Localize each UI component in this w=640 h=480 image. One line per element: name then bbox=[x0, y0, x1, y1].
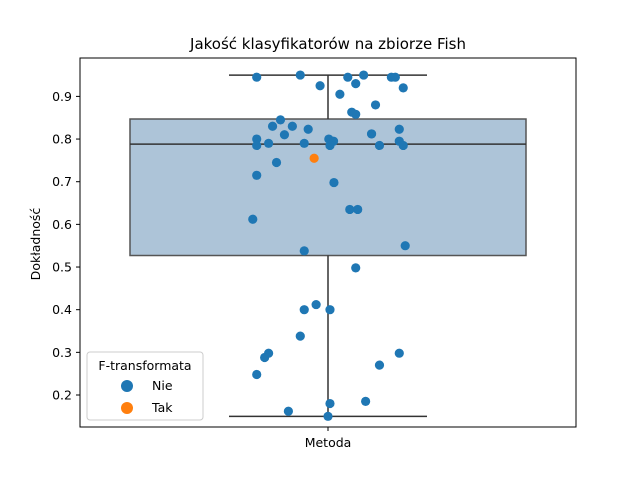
legend: F-transformata Nie Tak bbox=[86, 351, 204, 421]
data-points bbox=[248, 70, 410, 421]
data-point-tak bbox=[309, 153, 319, 163]
legend-marker-tak bbox=[121, 402, 133, 414]
x-axis: Metoda bbox=[305, 427, 352, 450]
data-point-nie bbox=[370, 100, 381, 110]
data-point-nie bbox=[295, 70, 305, 80]
data-point-nie bbox=[299, 246, 309, 256]
data-point-nie bbox=[323, 411, 333, 421]
data-point-nie bbox=[351, 78, 361, 89]
data-point-nie bbox=[325, 398, 335, 409]
y-tick-label: 0.5 bbox=[52, 260, 72, 275]
y-tick-label: 0.9 bbox=[52, 89, 72, 104]
legend-marker-nie bbox=[121, 380, 133, 392]
data-point-nie bbox=[398, 83, 408, 93]
data-point-nie bbox=[271, 157, 282, 168]
data-point-nie bbox=[279, 130, 290, 140]
data-point-nie bbox=[398, 140, 408, 151]
data-point-nie bbox=[264, 138, 274, 148]
data-point-nie bbox=[361, 396, 371, 407]
data-point-nie bbox=[400, 241, 410, 251]
y-tick-label: 0.7 bbox=[52, 174, 72, 189]
data-point-nie bbox=[252, 369, 262, 380]
data-point-nie bbox=[248, 214, 258, 224]
legend-frame bbox=[86, 351, 204, 421]
y-tick-label: 0.2 bbox=[52, 388, 72, 403]
y-tick-label: 0.4 bbox=[52, 302, 72, 317]
data-point-nie bbox=[343, 72, 353, 82]
legend-label-tak: Tak bbox=[151, 400, 173, 415]
data-point-nie bbox=[353, 204, 363, 215]
data-point-nie bbox=[347, 107, 357, 117]
data-point-nie bbox=[260, 352, 270, 363]
data-point-nie bbox=[295, 331, 305, 341]
data-point-nie bbox=[275, 115, 286, 125]
chart-title: Jakość klasyfikatorów na zbiorze Fish bbox=[189, 35, 466, 53]
data-point-nie bbox=[359, 70, 369, 80]
data-point-nie bbox=[252, 140, 262, 151]
data-point-nie bbox=[287, 121, 297, 131]
legend-label-nie: Nie bbox=[152, 378, 173, 393]
data-point-nie bbox=[394, 348, 404, 358]
data-point-nie bbox=[311, 299, 321, 310]
data-point-nie bbox=[252, 134, 262, 144]
data-point-nie bbox=[299, 305, 309, 315]
data-point-nie bbox=[351, 263, 361, 273]
data-point-nie bbox=[315, 81, 325, 91]
data-point-nie bbox=[345, 204, 355, 215]
data-point-nie bbox=[329, 177, 339, 188]
y-tick-label: 0.3 bbox=[52, 345, 72, 360]
data-point-nie bbox=[303, 124, 313, 134]
plot-area bbox=[129, 70, 527, 421]
data-point-nie bbox=[374, 360, 385, 370]
data-point-nie bbox=[325, 305, 335, 315]
y-tick-label: 0.6 bbox=[52, 217, 72, 232]
x-tick-label: Metoda bbox=[305, 435, 352, 450]
data-point-nie bbox=[252, 72, 262, 82]
data-point-nie bbox=[394, 124, 404, 134]
y-axis-label: Dokładność bbox=[28, 208, 43, 281]
data-point-nie bbox=[283, 406, 293, 416]
data-point-nie bbox=[366, 129, 377, 139]
data-point-nie bbox=[390, 72, 400, 82]
legend-title: F-transformata bbox=[98, 358, 191, 373]
data-point-nie bbox=[252, 170, 262, 180]
data-point-nie bbox=[374, 140, 385, 151]
data-point-nie bbox=[299, 138, 309, 148]
data-point-nie bbox=[325, 140, 335, 151]
y-axis: 0.2 0.3 0.4 0.5 0.6 0.7 0.8 0.9 bbox=[52, 89, 80, 403]
data-point-nie bbox=[267, 121, 278, 131]
y-tick-label: 0.8 bbox=[52, 132, 72, 147]
data-point-nie bbox=[335, 89, 345, 99]
